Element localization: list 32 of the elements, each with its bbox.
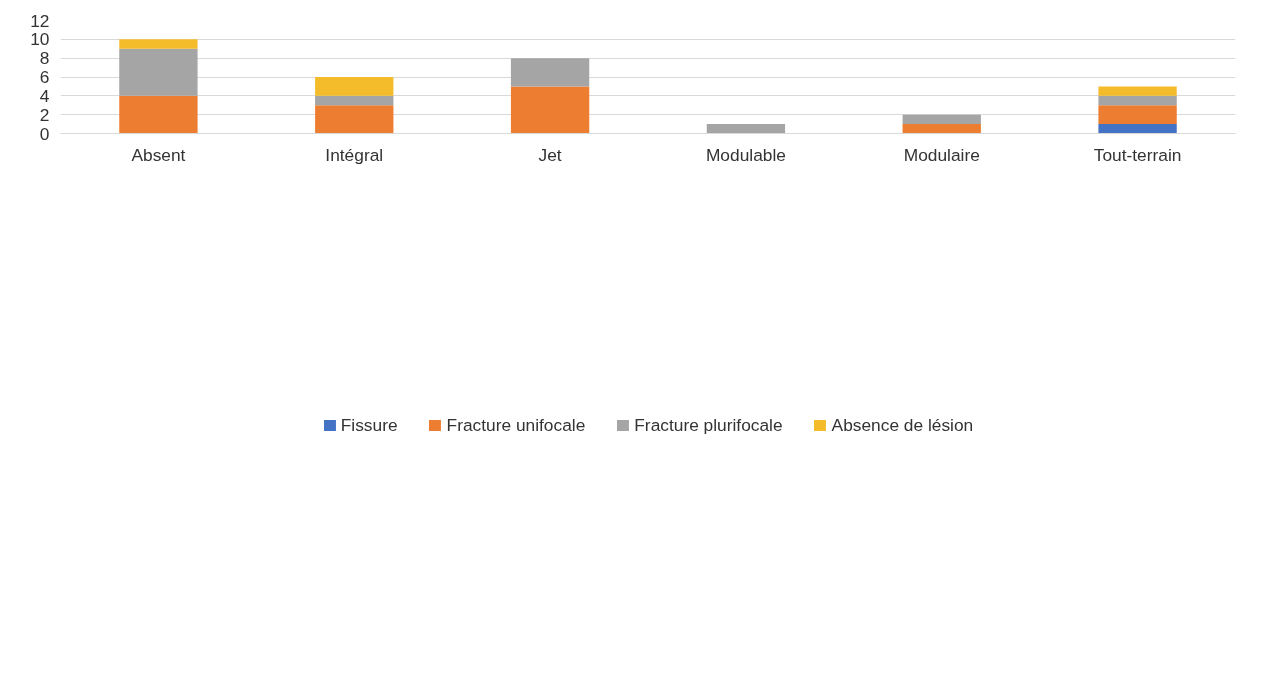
x-tick-label: Modulable bbox=[705, 144, 786, 165]
legend-label: Fissure bbox=[340, 414, 398, 436]
legend-label: Fracture unifocale bbox=[446, 414, 586, 436]
x-tick-label: Absent bbox=[131, 144, 186, 165]
bar bbox=[315, 77, 394, 96]
bar bbox=[119, 95, 198, 134]
x-tick-label: Intégral bbox=[325, 144, 384, 165]
y-tick-label: 6 bbox=[39, 67, 50, 87]
bar bbox=[1098, 124, 1177, 134]
y-tick-label: 8 bbox=[39, 48, 50, 69]
legend-label: Fracture plurifocale bbox=[634, 414, 783, 436]
legend-label: Absence de lésion bbox=[831, 414, 974, 436]
x-tick-label: Modulaire bbox=[903, 144, 980, 165]
bar bbox=[315, 105, 394, 134]
bar bbox=[1098, 95, 1177, 106]
y-tick-label: 10 bbox=[30, 29, 50, 50]
y-tick-label: 2 bbox=[39, 104, 50, 125]
bar bbox=[119, 48, 198, 96]
y-tick-label: 0 bbox=[39, 123, 50, 144]
x-tick-label: Jet bbox=[538, 144, 562, 165]
bar bbox=[706, 124, 786, 134]
x-tick-label: Tout-terrain bbox=[1093, 144, 1182, 165]
y-tick-label: 4 bbox=[39, 85, 50, 106]
bar bbox=[510, 86, 590, 134]
bar bbox=[1098, 105, 1177, 125]
bar bbox=[510, 58, 590, 87]
bar bbox=[902, 124, 981, 134]
bar bbox=[1098, 86, 1177, 96]
bar bbox=[119, 39, 198, 49]
bar bbox=[315, 95, 394, 106]
y-tick-label: 12 bbox=[30, 10, 50, 31]
bar bbox=[902, 114, 981, 125]
